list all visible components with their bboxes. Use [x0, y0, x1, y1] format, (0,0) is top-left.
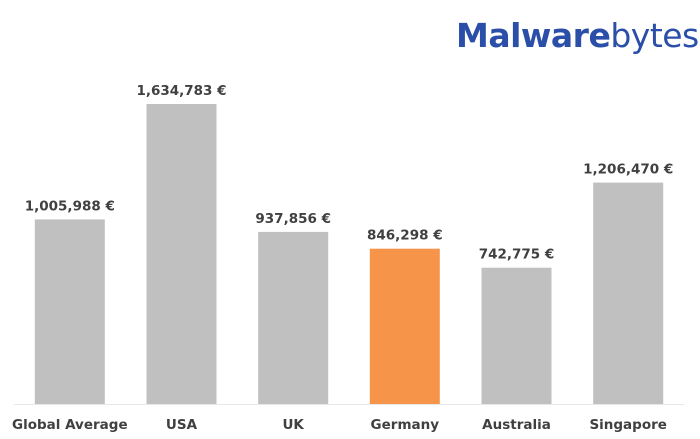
x-tick-label: Germany: [371, 417, 440, 433]
x-tick-label: Global Average: [12, 417, 128, 433]
logo-text-light: bytes: [610, 15, 699, 55]
data-label: 846,298 €: [367, 228, 443, 244]
data-label: 937,856 €: [255, 211, 331, 227]
bar-usa: [146, 104, 217, 404]
bar-singapore: [593, 182, 664, 404]
brand-logo: Malwarebytes: [456, 10, 699, 60]
data-label: 742,775 €: [479, 247, 555, 263]
bar-australia: [481, 267, 552, 404]
bar-uk: [258, 231, 329, 404]
x-tick-label: USA: [166, 417, 198, 433]
bar-germany: [369, 248, 440, 404]
data-label: 1,005,988 €: [25, 198, 115, 214]
data-label: 1,206,470 €: [583, 162, 673, 178]
x-tick-label: Singapore: [589, 417, 667, 433]
logo-text-bold: Malware: [456, 15, 611, 55]
bar-global-average: [34, 219, 105, 404]
data-label: 1,634,783 €: [136, 83, 226, 99]
x-tick-label: UK: [282, 417, 304, 433]
x-tick-label: Australia: [482, 417, 551, 433]
